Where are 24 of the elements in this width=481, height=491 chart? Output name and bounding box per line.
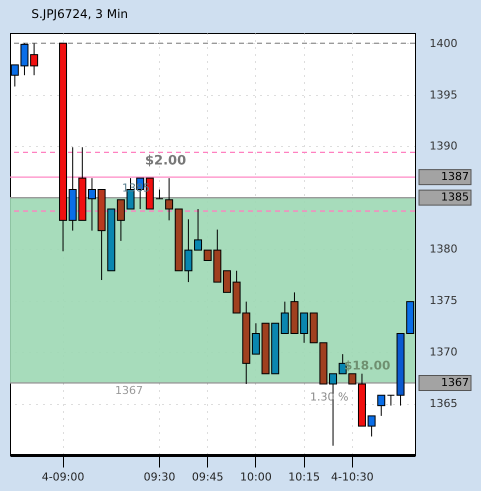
y-tick-label: 1395 bbox=[430, 88, 458, 102]
y-tick-label: 1380 bbox=[430, 242, 458, 256]
candlestick bbox=[165, 178, 174, 221]
candlestick bbox=[386, 394, 395, 406]
y-tick-label: 1370 bbox=[430, 346, 458, 359]
candlestick bbox=[155, 188, 164, 200]
annotation: $2.00 bbox=[145, 154, 186, 169]
y-tick-label: 1365 bbox=[430, 397, 458, 410]
ref-line-label: 1387 bbox=[441, 170, 469, 184]
x-tick-label: 10:15 bbox=[288, 470, 320, 484]
y-tick-label: 1400 bbox=[430, 36, 458, 50]
y-tick-label: 1390 bbox=[430, 140, 458, 153]
x-tick-label: 4-10:30 bbox=[330, 470, 374, 484]
ref-line-label: 1367 bbox=[441, 376, 469, 389]
x-tick-label: 09:45 bbox=[192, 470, 224, 484]
x-tick-label: 09:30 bbox=[144, 470, 176, 484]
annotation: 1385 bbox=[122, 181, 150, 194]
x-tick-label: 4-09:00 bbox=[42, 470, 84, 484]
chart-title: S.JPJ6724, 3 Min bbox=[31, 7, 128, 21]
y-tick-label: 1375 bbox=[430, 294, 458, 308]
x-tick-label: 10:00 bbox=[240, 470, 272, 484]
candlestick bbox=[377, 394, 386, 416]
annotation: 1367 bbox=[115, 384, 143, 398]
ref-line-label: 1385 bbox=[441, 190, 469, 204]
